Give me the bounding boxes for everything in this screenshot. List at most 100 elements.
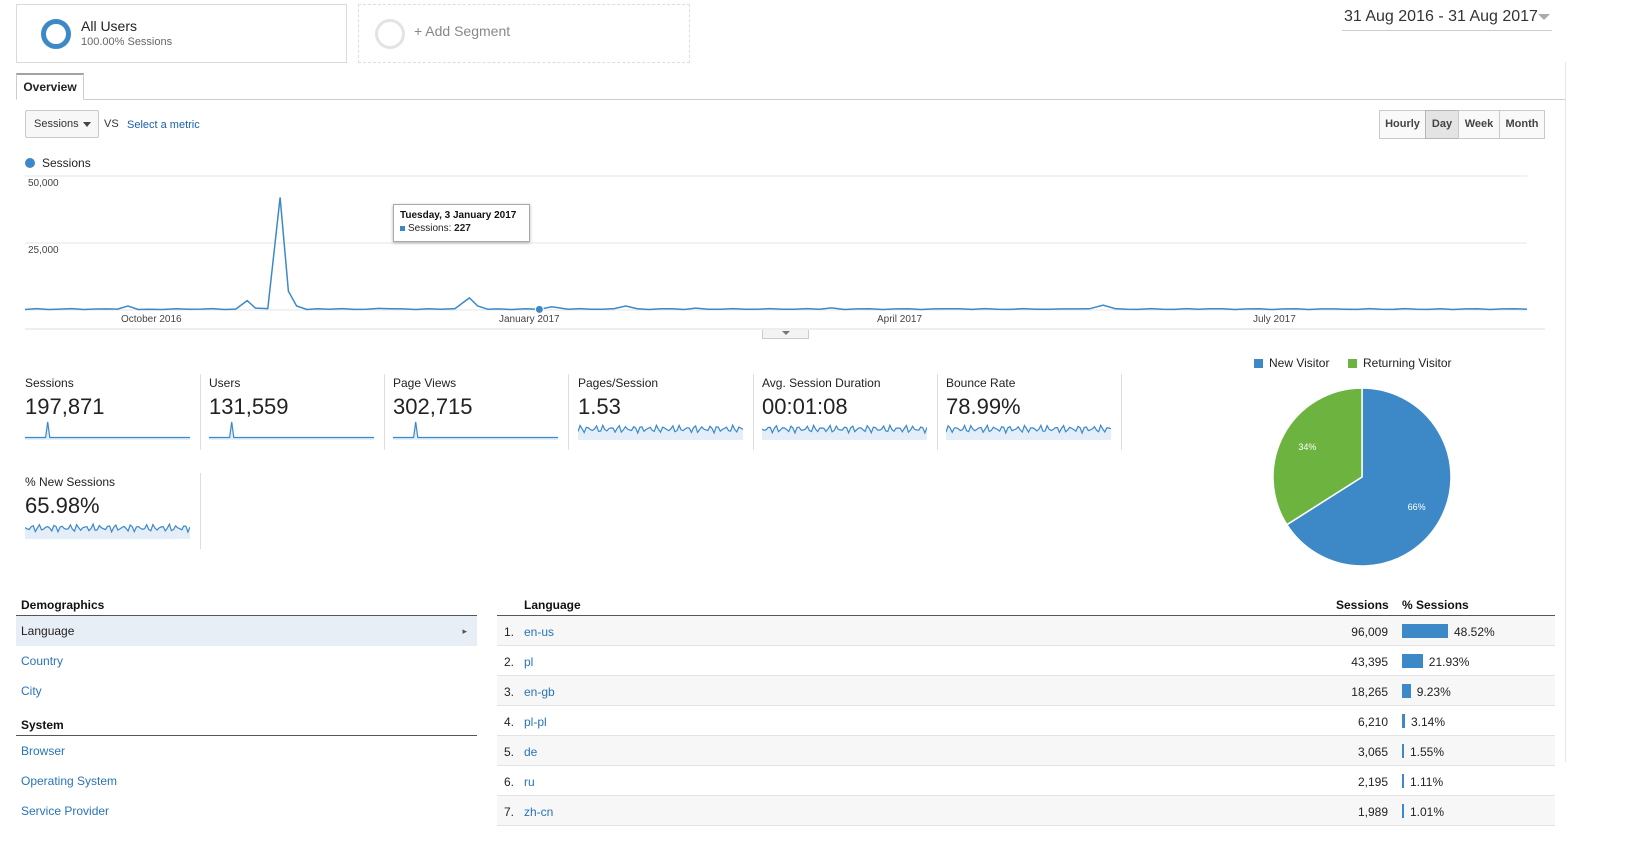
nav-item-language[interactable]: Language ▸	[16, 616, 477, 646]
pie-slice-label: 34%	[1298, 442, 1316, 452]
language-link[interactable]: de	[524, 745, 538, 759]
tab-overview[interactable]: Overview	[16, 73, 84, 100]
hover-point	[534, 304, 544, 314]
period-hourly-button[interactable]: Hourly	[1379, 110, 1426, 139]
table-row[interactable]: 2. pl 43,395 21.93%	[497, 646, 1555, 676]
sessions-legend-dot	[25, 158, 35, 168]
period-month-button[interactable]: Month	[1499, 110, 1545, 139]
language-link[interactable]: pl	[524, 655, 534, 669]
metric-name: Bounce Rate	[946, 376, 1016, 390]
legend-label-new-visitor: New Visitor	[1269, 356, 1330, 370]
column-header-sessions: Sessions	[1336, 598, 1389, 612]
metric-value: 1.53	[578, 394, 621, 419]
nav-item-city[interactable]: City	[21, 684, 42, 698]
metric-name: Pages/Session	[578, 376, 659, 390]
table-row[interactable]: 4. pl-pl 6,210 3.14%	[497, 706, 1555, 736]
sessions-value: 3,065	[1357, 745, 1388, 759]
metric-name: Sessions	[25, 376, 74, 390]
metric-bounce-rate[interactable]: Bounce Rate 78.99%	[946, 374, 1122, 450]
sessions-value: 1,989	[1357, 805, 1388, 819]
sparkline-area	[25, 422, 190, 440]
segment-subtitle: 100.00% Sessions	[81, 36, 173, 48]
sessions-value: 96,009	[1351, 625, 1388, 639]
sparkline-area	[762, 425, 927, 440]
pie-slice-new-visitor[interactable]	[1285, 387, 1452, 567]
metric-separator	[753, 374, 754, 450]
metric-page-views[interactable]: Page Views 302,715	[393, 374, 569, 450]
language-link[interactable]: pl-pl	[524, 715, 547, 729]
frame-border	[1565, 62, 1566, 762]
chart-expand-handle[interactable]	[762, 330, 809, 339]
sparkline-line	[25, 522, 190, 534]
pie-legend-new: New Visitor	[1254, 356, 1329, 370]
segment-all-users[interactable]: All Users 100.00% Sessions	[16, 4, 347, 63]
table-row[interactable]: 3. en-gb 18,265 9.23%	[497, 676, 1555, 706]
sparkline-line	[578, 423, 743, 435]
sparkline-line	[762, 423, 927, 435]
language-link[interactable]: en-gb	[524, 685, 555, 699]
date-range-picker[interactable]: 31 Aug 2016 - 31 Aug 2017	[1342, 4, 1552, 31]
nav-item-operating-system[interactable]: Operating System	[21, 774, 118, 788]
pct-bar	[1402, 684, 1411, 698]
x-tick-label: April 2017	[877, 314, 923, 325]
row-index: 6.	[504, 775, 515, 789]
sessions-line-chart[interactable]	[0, 170, 1560, 330]
language-link[interactable]: zh-cn	[524, 805, 554, 819]
metric-pages-per-session[interactable]: Pages/Session 1.53	[578, 374, 754, 450]
add-segment-button[interactable]: + Add Segment	[358, 4, 690, 63]
vs-label: VS	[104, 118, 119, 130]
metric-name: Avg. Session Duration	[762, 376, 881, 390]
visitor-pie-chart[interactable]: 66% 34%	[1262, 380, 1462, 580]
metric-separator	[200, 374, 201, 450]
nav-item-service-provider[interactable]: Service Provider	[21, 804, 110, 818]
date-range-text: 31 Aug 2016 - 31 Aug 2017	[1344, 8, 1538, 25]
metric-sparkline	[762, 423, 927, 440]
nav-item-browser[interactable]: Browser	[21, 744, 66, 758]
metric-sparkline	[393, 421, 558, 440]
metric-sessions[interactable]: Sessions 197,871	[25, 374, 201, 450]
pct-value: 1.11%	[1410, 775, 1444, 789]
language-link[interactable]: ru	[524, 775, 535, 789]
table-row[interactable]: 7. zh-cn 1,989 1.01%	[497, 796, 1555, 826]
metric-separator	[937, 374, 938, 450]
pct-bar	[1402, 654, 1423, 668]
sparkline-area	[393, 422, 558, 440]
table-row[interactable]: 1. en-us 96,009 48.52%	[497, 616, 1555, 646]
sparkline-area	[209, 422, 374, 440]
metric-avg-session-duration[interactable]: Avg. Session Duration 00:01:08	[762, 374, 938, 450]
metric-users[interactable]: Users 131,559	[209, 374, 385, 450]
x-tick-label: July 2017	[1253, 314, 1296, 325]
sparkline-line	[946, 423, 1111, 435]
metric-name: Users	[209, 376, 241, 390]
empty-segment-ring-icon	[375, 19, 405, 49]
chevron-right-icon: ▸	[462, 626, 467, 636]
pct-value: 3.14%	[1410, 715, 1445, 729]
pct-value: 48.52%	[1454, 625, 1495, 639]
sessions-legend-label: Sessions	[42, 156, 91, 170]
metric-new-sessions[interactable]: % New Sessions 65.98%	[25, 473, 201, 549]
select-metric-link[interactable]: Select a metric	[127, 119, 200, 131]
table-row[interactable]: 5. de 3,065 1.55%	[497, 736, 1555, 766]
metric-value: 131,559	[209, 394, 289, 419]
period-day-button[interactable]: Day	[1425, 110, 1459, 139]
sparkline-line	[25, 421, 190, 439]
pct-bar	[1402, 624, 1448, 638]
metric-select[interactable]: Sessions	[25, 110, 99, 138]
period-toggle-group: Hourly Day Week Month	[1379, 110, 1545, 139]
system-heading: System	[21, 718, 64, 732]
tab-divider	[16, 99, 1566, 100]
sparkline-line	[209, 421, 374, 439]
legend-label-returning-visitor: Returning Visitor	[1363, 356, 1452, 370]
metric-value: 197,871	[25, 394, 105, 419]
language-link[interactable]: en-us	[524, 625, 555, 639]
period-week-button[interactable]: Week	[1458, 110, 1500, 139]
nav-item-country[interactable]: Country	[21, 654, 64, 668]
segment-title: All Users	[81, 18, 138, 34]
pct-value: 21.93%	[1428, 655, 1470, 669]
pie-slice-returning-visitor[interactable]	[1272, 387, 1363, 526]
column-header-language: Language	[524, 598, 581, 612]
tooltip-value: 227	[454, 223, 471, 234]
table-row[interactable]: 6. ru 2,195 1.11%	[497, 766, 1555, 796]
sessions-value: 18,265	[1351, 685, 1388, 699]
table-divider	[497, 615, 1555, 616]
